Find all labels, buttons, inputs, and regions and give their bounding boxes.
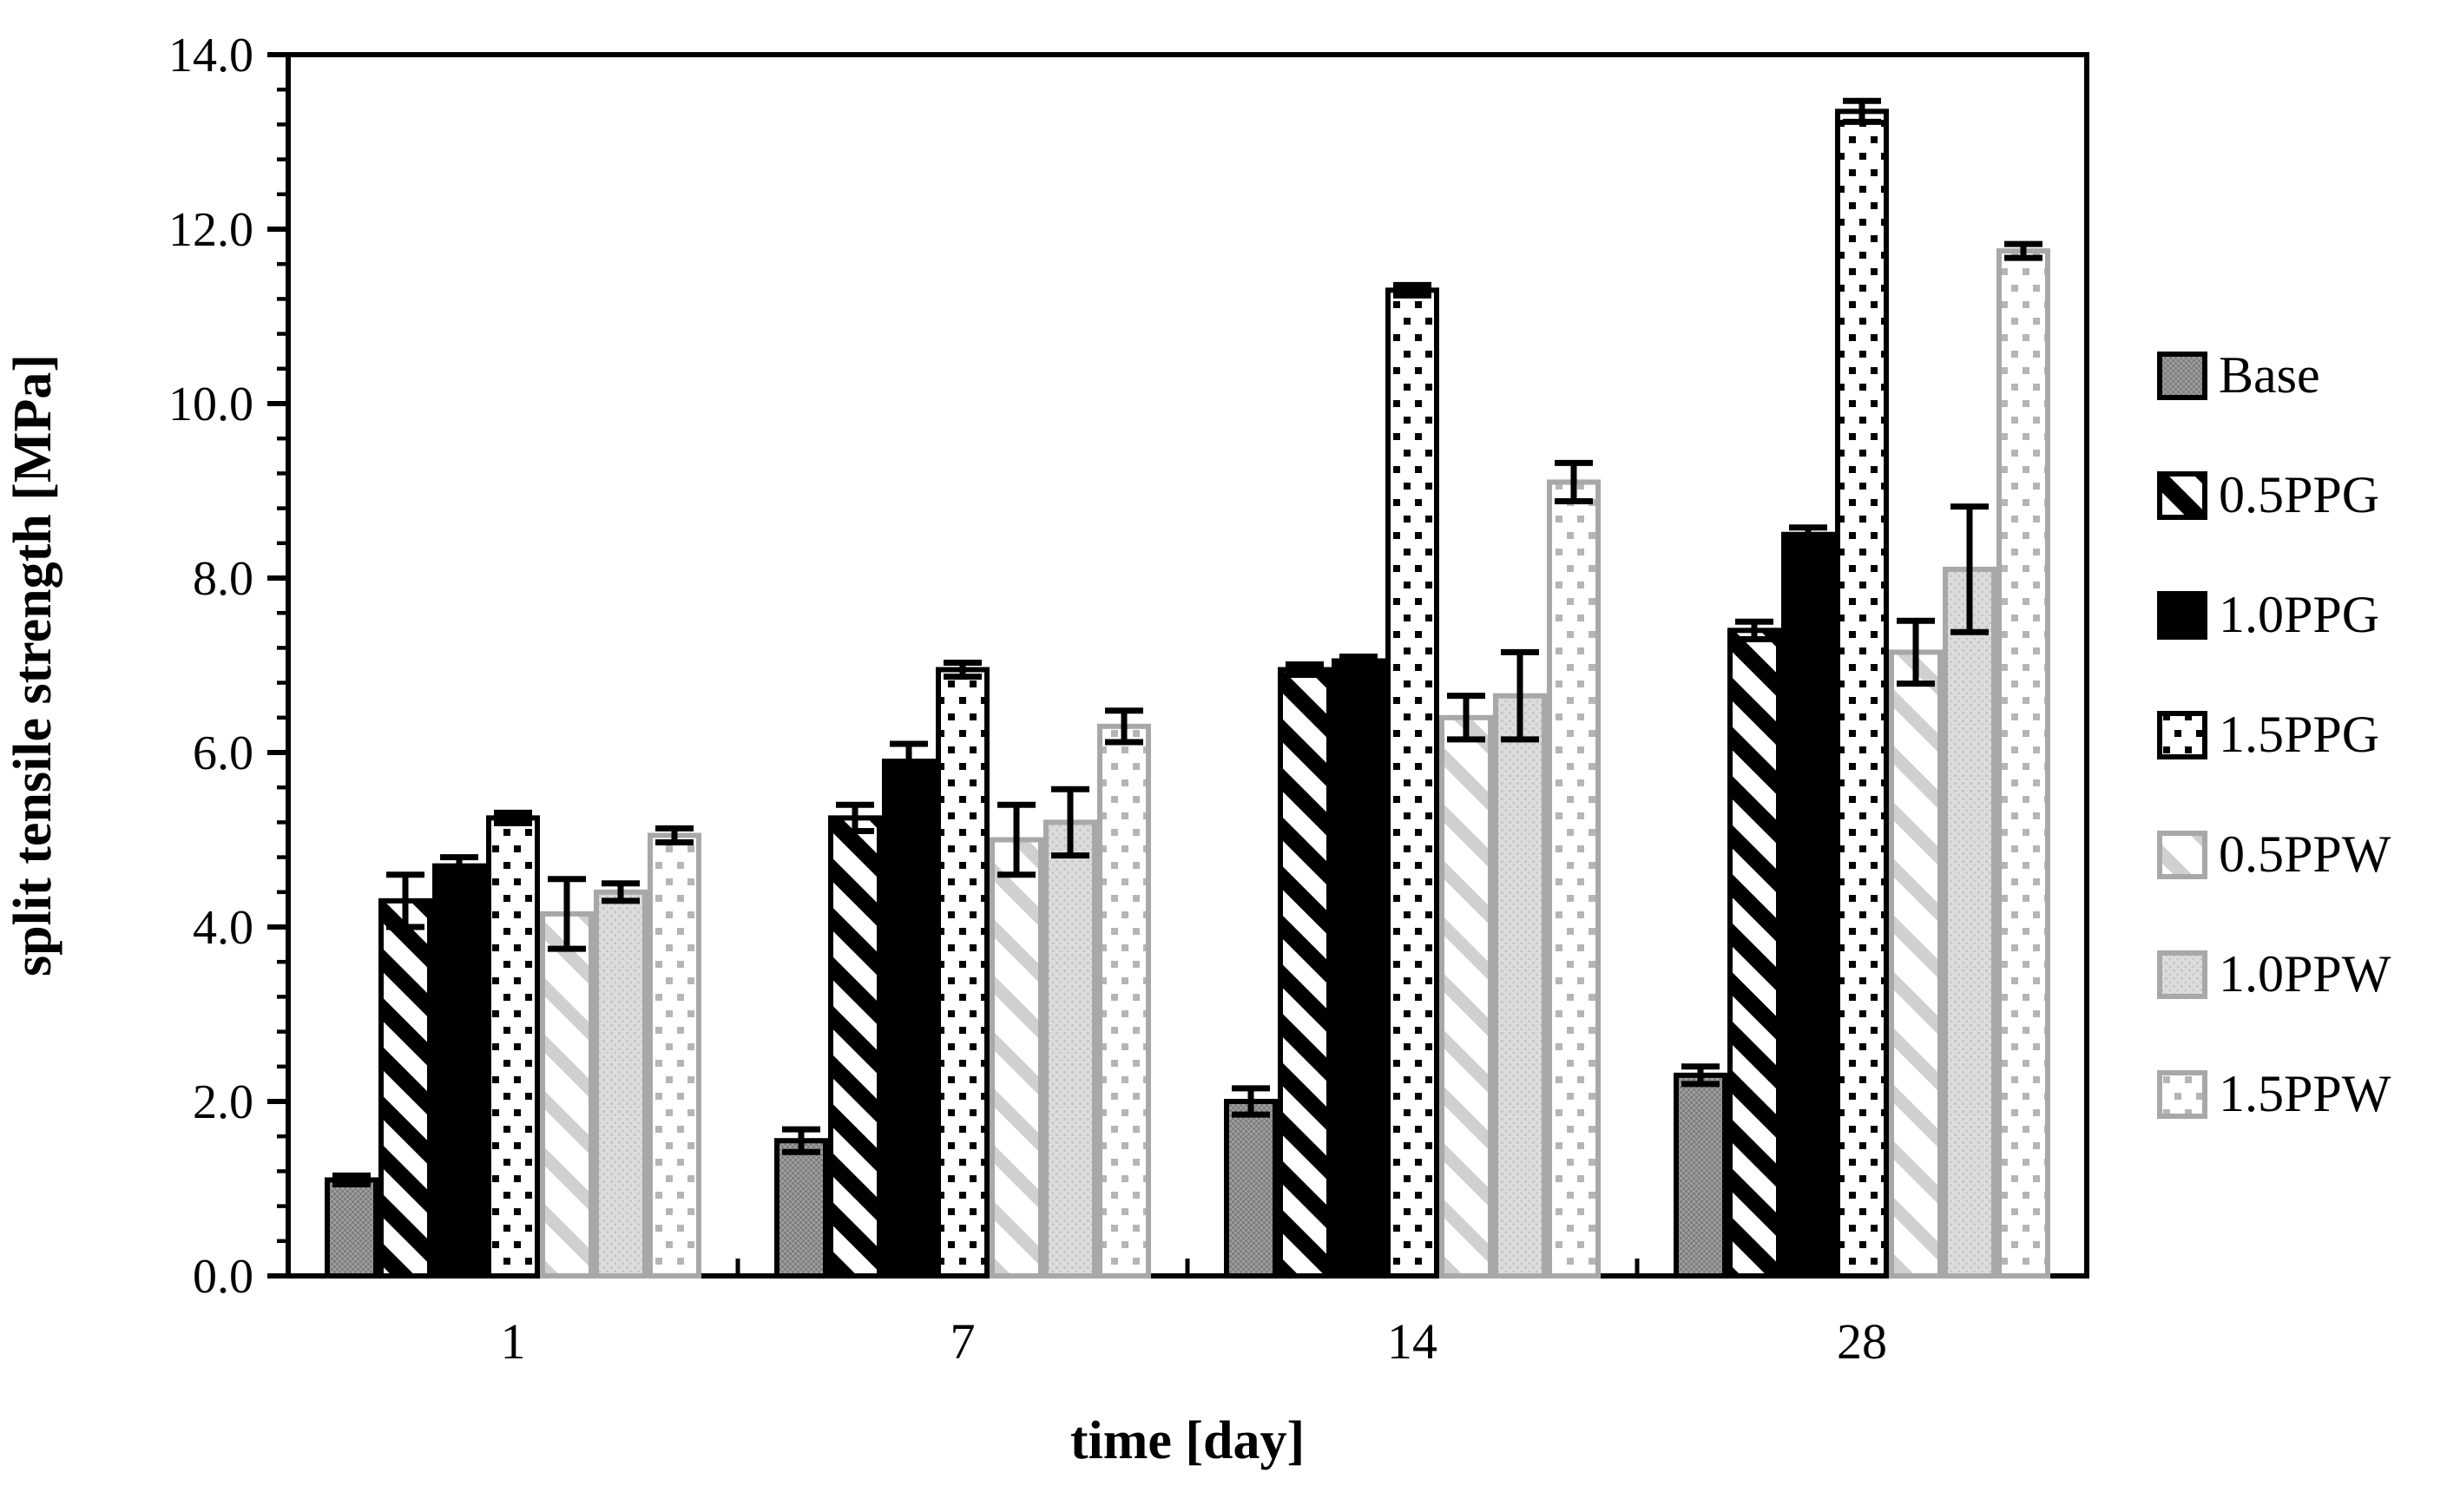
y-tick-label: 12.0 (168, 203, 253, 257)
bar-1.0PPG-day14 (1332, 658, 1385, 1279)
y-tick-label: 4.0 (193, 901, 253, 955)
bar-1.0PPW-day14 (1493, 693, 1547, 1279)
bar-1.5PPG-day7 (936, 667, 990, 1279)
bar-0.5PPW-day14 (1439, 714, 1493, 1279)
legend-label-0.5PPW: 0.5PPW (2219, 825, 2391, 883)
legend-item-Base (2157, 352, 2207, 400)
legend-swatch-1.5PPW (2157, 1070, 2207, 1119)
x-tick-label: 1 (501, 1313, 526, 1370)
bar-Base-day7 (774, 1138, 828, 1279)
bar-1.0PPG-day1 (432, 863, 486, 1279)
legend-item-1.5PPW (2157, 1070, 2207, 1119)
x-tick-label: 7 (951, 1313, 976, 1370)
error-bars (332, 97, 2042, 1187)
bar-1.5PPG-day14 (1385, 287, 1439, 1279)
legend-label-0.5PPG: 0.5PPG (2219, 466, 2379, 523)
y-axis-title: split tensile strength [MPa] (3, 354, 62, 976)
y-tick-label: 14.0 (168, 29, 253, 82)
legend-swatch-1.0PPW (2157, 950, 2207, 999)
bar-Base-day14 (1224, 1099, 1278, 1279)
legend-item-0.5PPG (2157, 471, 2207, 520)
y-tick-label: 8.0 (193, 552, 253, 606)
legend-item-0.5PPW (2157, 831, 2207, 879)
bar-0.5PPG-day7 (828, 815, 882, 1279)
x-tick-label: 28 (1837, 1313, 1887, 1370)
bar-Base-day28 (1674, 1072, 1727, 1279)
x-axis (735, 1259, 1640, 1276)
legend-swatch-1.5PPG (2157, 711, 2207, 759)
legend-label-1.0PPW: 1.0PPW (2219, 945, 2391, 1003)
y-tick-label: 10.0 (168, 378, 253, 431)
legend (2157, 352, 2207, 1119)
bar-1.5PPW-day14 (1547, 479, 1601, 1279)
y-tick-label: 2.0 (193, 1075, 253, 1129)
bar-1.5PPW-day1 (648, 832, 701, 1279)
x-axis-title: time [day] (1070, 1411, 1305, 1470)
y-tick-label: 0.0 (193, 1250, 253, 1304)
legend-swatch-0.5PPW (2157, 831, 2207, 879)
bar-0.5PPW-day28 (1889, 649, 1943, 1279)
bar-1.0PPW-day1 (594, 889, 648, 1279)
bar-1.0PPW-day7 (1043, 819, 1097, 1279)
legend-swatch-0.5PPG (2157, 471, 2207, 520)
legend-swatch-Base (2157, 352, 2207, 400)
legend-swatch-1.0PPG (2157, 591, 2207, 640)
bar-1.0PPW-day28 (1943, 566, 1996, 1279)
bars (325, 108, 2050, 1279)
bar-Base-day1 (325, 1177, 378, 1279)
bar-0.5PPW-day7 (990, 837, 1043, 1279)
legend-item-1.5PPG (2157, 711, 2207, 759)
y-axis (267, 52, 288, 1279)
bar-0.5PPG-day14 (1278, 667, 1332, 1279)
legend-label-1.0PPG: 1.0PPG (2219, 586, 2379, 643)
legend-item-1.0PPG (2157, 591, 2207, 640)
bar-1.5PPW-day28 (1996, 248, 2050, 1279)
x-tick-label: 14 (1387, 1313, 1437, 1370)
y-tick-label: 6.0 (193, 726, 253, 780)
bar-1.5PPW-day7 (1097, 723, 1151, 1279)
bar-1.5PPG-day1 (486, 815, 540, 1279)
legend-item-1.0PPW (2157, 950, 2207, 999)
bar-0.5PPW-day1 (540, 910, 594, 1279)
legend-label-1.5PPG: 1.5PPG (2219, 706, 2379, 763)
legend-label-1.5PPW: 1.5PPW (2219, 1065, 2391, 1122)
bar-1.0PPG-day28 (1781, 531, 1835, 1279)
legend-label-Base: Base (2219, 346, 2320, 404)
bar-0.5PPG-day1 (378, 897, 432, 1279)
bar-1.0PPG-day7 (882, 759, 936, 1279)
bar-0.5PPG-day28 (1727, 628, 1781, 1279)
bar-1.5PPG-day28 (1835, 108, 1889, 1279)
